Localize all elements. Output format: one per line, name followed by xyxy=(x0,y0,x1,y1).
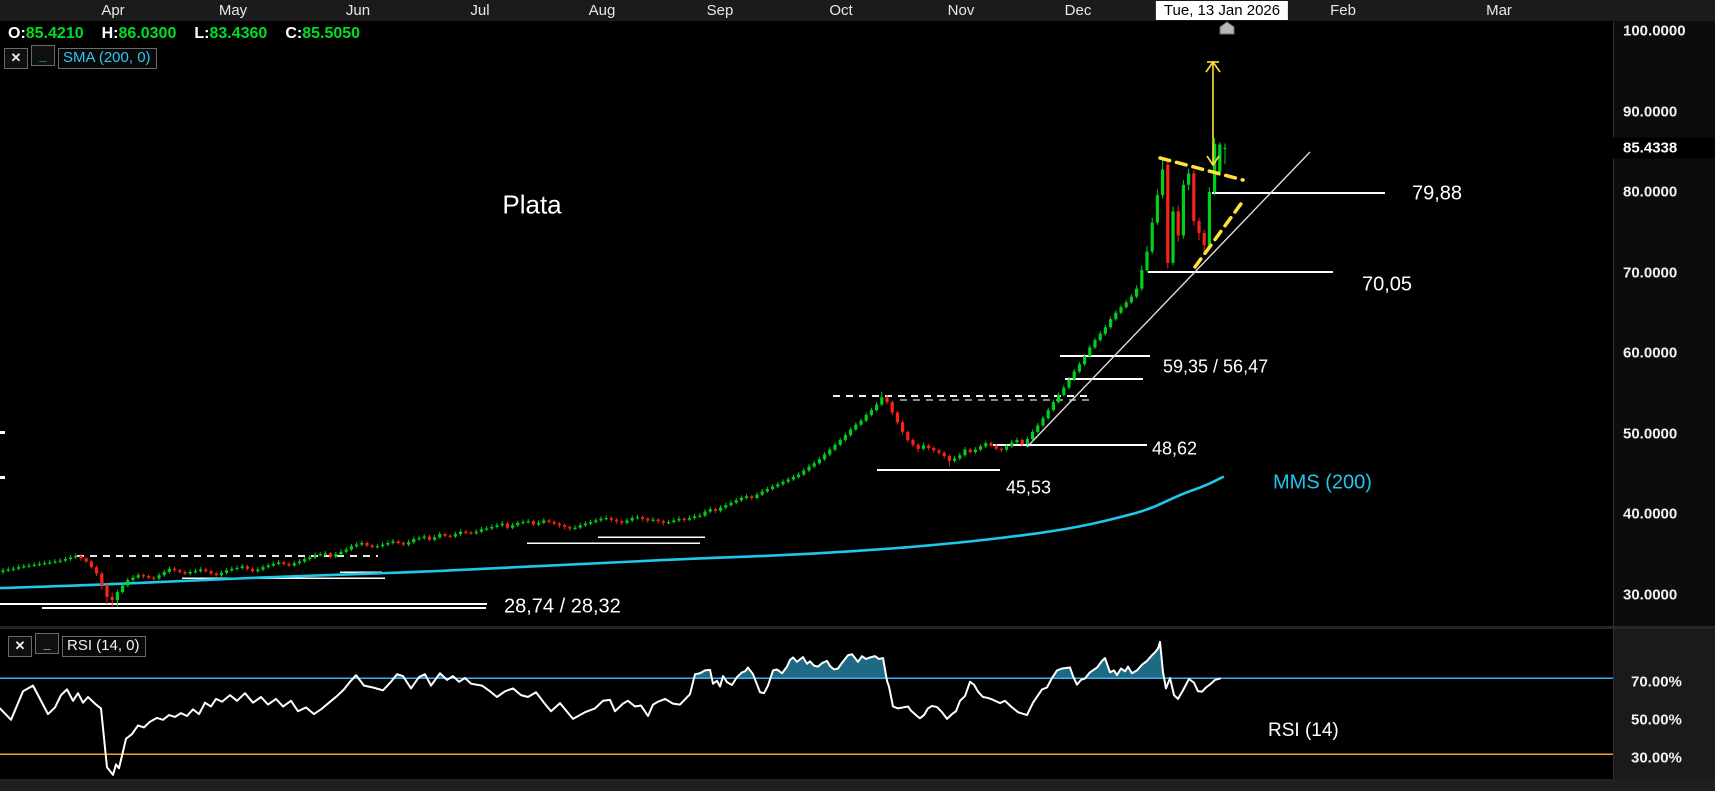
low-value: 83.4360 xyxy=(209,25,268,42)
rsi-overbought-fill xyxy=(694,669,712,678)
ohlc-readout: O:85.4210 H:86.0300 L:83.4360 C:85.5050 xyxy=(8,25,378,43)
month-label: Mar xyxy=(1486,2,1512,19)
open-value: 85.4210 xyxy=(25,25,84,42)
high-value: 86.0300 xyxy=(118,25,177,42)
price-annotation: 79,88 xyxy=(1412,182,1463,205)
time-axis[interactable]: Apr May Jun Jul Aug Sep Oct Nov Dec Feb Mar Tue, 13… xyxy=(0,0,1715,21)
rsi-series-label: RSI (14) xyxy=(1268,720,1339,741)
edge-tick xyxy=(0,431,5,434)
sma-series-label: MMS (200) xyxy=(1273,471,1372,494)
low-label: L: xyxy=(194,25,210,42)
rsi-legend-label[interactable]: RSI (14, 0) xyxy=(62,635,146,657)
rsi-indicator-legend: ✕ _ RSI (14, 0) xyxy=(8,632,146,657)
rsi-tick-label: 30.00% xyxy=(1631,749,1682,767)
rsi-tick-label: 50.00% xyxy=(1631,711,1682,729)
minimize-icon[interactable]: _ xyxy=(31,44,55,66)
rsi-overbought-fill xyxy=(1085,641,1165,678)
chart-title: Plata xyxy=(502,189,562,220)
price-annotation: 70,05 xyxy=(1362,273,1413,296)
close-icon[interactable]: ✕ xyxy=(8,635,32,657)
month-label: Dec xyxy=(1064,2,1092,19)
rsi-axis-background xyxy=(1613,626,1715,779)
price-tick-label: 50.0000 xyxy=(1623,425,1678,442)
price-annotation: 28,74 / 28,32 xyxy=(504,595,621,618)
rsi-line xyxy=(0,640,1221,776)
price-tick-label: 40.0000 xyxy=(1623,505,1678,523)
price-annotation: 59,35 / 56,47 xyxy=(1163,356,1269,377)
month-label: Feb xyxy=(1330,2,1356,19)
price-annotation: 48,62 xyxy=(1152,438,1198,459)
price-tick-label: 30.0000 xyxy=(1623,586,1678,603)
sma-line xyxy=(0,475,1225,590)
price-axis-background xyxy=(1613,21,1715,626)
arrow-down-icon xyxy=(1206,155,1220,167)
edge-tick xyxy=(0,476,5,479)
time-marker-icon xyxy=(1219,21,1235,35)
rsi-tick-label: 70.00% xyxy=(1631,673,1682,691)
candlestick-series xyxy=(1,138,1227,608)
trendline xyxy=(1026,151,1311,448)
pennant-line xyxy=(1193,199,1245,269)
price-tick-label: 90.0000 xyxy=(1623,103,1678,120)
pennant-line xyxy=(1158,156,1245,182)
price-tick-label: 60.0000 xyxy=(1623,344,1678,362)
price-annotation: 45,53 xyxy=(1006,477,1052,498)
rsi-overbought-fill xyxy=(1052,667,1074,678)
month-label: Apr xyxy=(101,2,125,19)
bottom-strip xyxy=(0,779,1715,791)
open-label: O: xyxy=(8,25,26,42)
month-label: Oct xyxy=(829,2,853,19)
price-tick-label: 100.0000 xyxy=(1623,22,1686,40)
month-label: Sep xyxy=(706,2,734,19)
month-label: May xyxy=(218,2,248,19)
sma-indicator-legend: ✕ _ SMA (200, 0) xyxy=(4,44,157,69)
month-label: Jul xyxy=(470,2,490,19)
crosshair-date-label: Tue, 13 Jan 2026 xyxy=(1155,1,1289,20)
month-label: Aug xyxy=(588,2,616,19)
close-icon[interactable]: ✕ xyxy=(4,47,28,69)
panel-divider xyxy=(0,626,1715,629)
high-label: H: xyxy=(101,25,119,42)
price-tick-label: 70.0000 xyxy=(1623,264,1678,281)
last-price-label: 85.4338 xyxy=(1613,137,1715,159)
month-label: Jun xyxy=(345,2,371,19)
price-tick-label: 80.0000 xyxy=(1623,183,1678,201)
close-value: 85.5050 xyxy=(302,25,361,42)
month-label: Nov xyxy=(947,2,975,19)
close-label: C: xyxy=(285,25,303,42)
sma-legend-label[interactable]: SMA (200, 0) xyxy=(58,47,157,69)
minimize-icon[interactable]: _ xyxy=(35,632,59,654)
